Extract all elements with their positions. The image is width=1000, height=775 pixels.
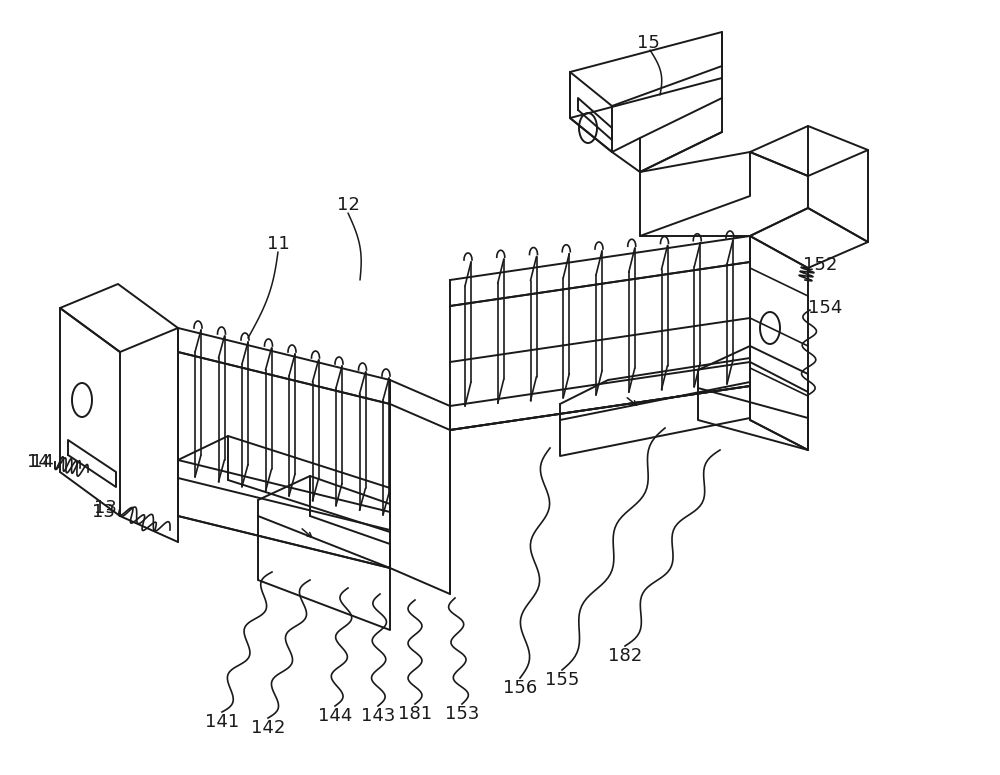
Text: 14: 14 — [31, 453, 53, 471]
Text: 142: 142 — [251, 719, 285, 737]
Text: 13: 13 — [92, 503, 114, 521]
Text: 156: 156 — [503, 679, 537, 697]
Text: 15: 15 — [637, 34, 659, 52]
Text: 144: 144 — [318, 707, 352, 725]
Text: 141: 141 — [205, 713, 239, 731]
Text: 13: 13 — [94, 499, 116, 517]
Text: 14: 14 — [27, 453, 49, 471]
Text: 154: 154 — [808, 299, 842, 317]
Text: 143: 143 — [361, 707, 395, 725]
Text: 152: 152 — [803, 256, 837, 274]
Text: 12: 12 — [337, 196, 359, 214]
Text: 181: 181 — [398, 705, 432, 723]
Text: 182: 182 — [608, 647, 642, 665]
Text: 153: 153 — [445, 705, 479, 723]
Text: 11: 11 — [267, 235, 289, 253]
Text: 155: 155 — [545, 671, 579, 689]
